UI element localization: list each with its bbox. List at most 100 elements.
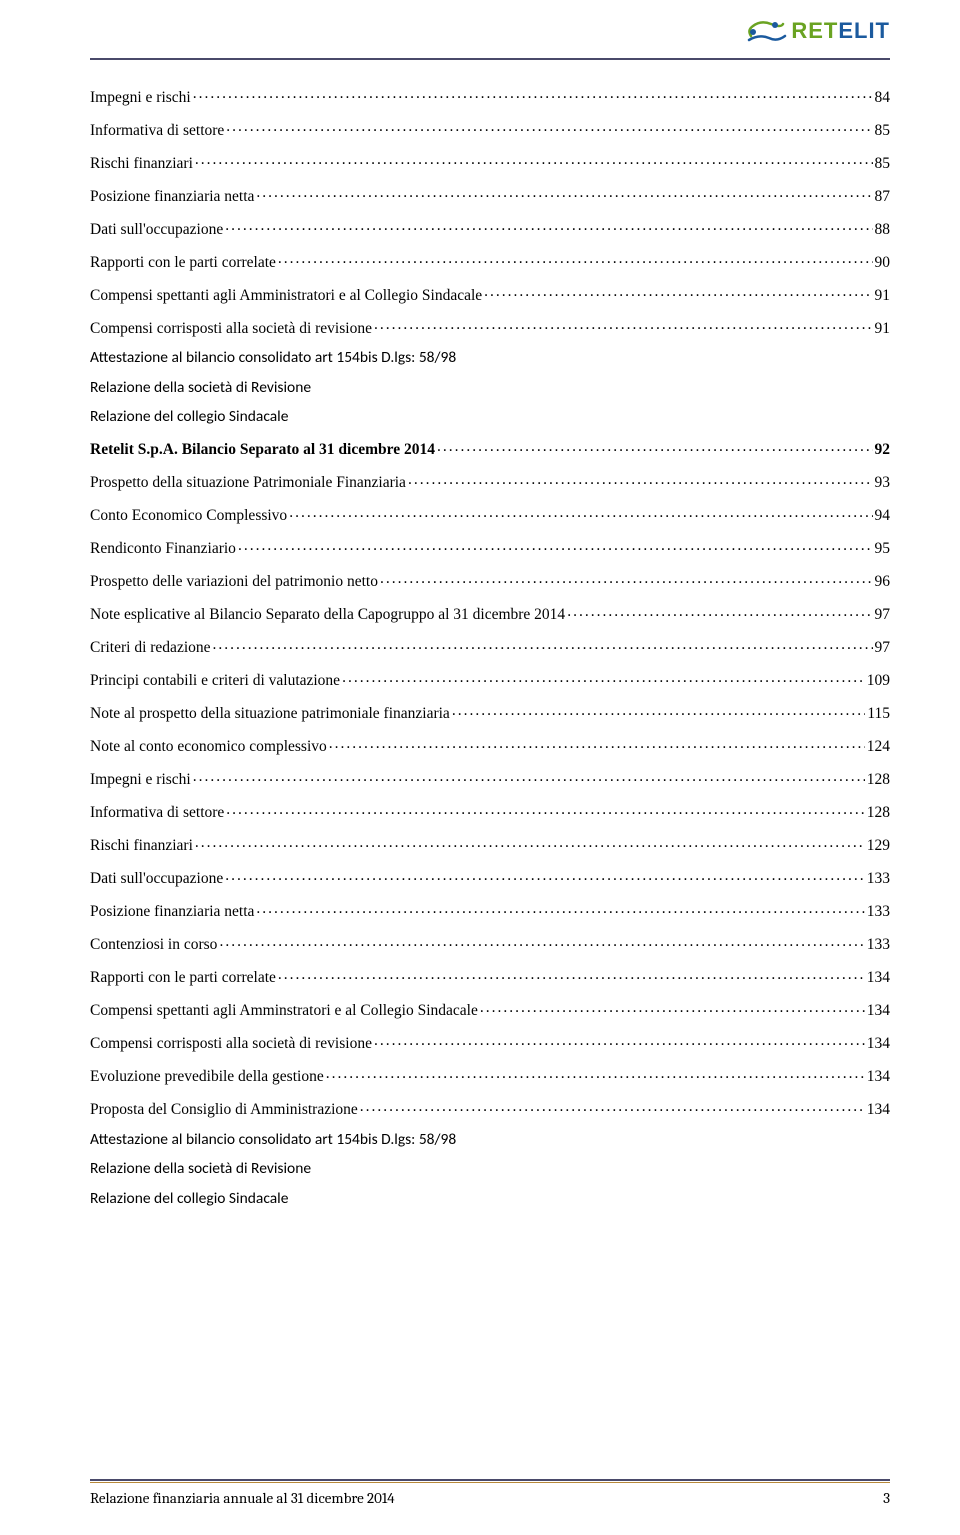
toc-leader-dots (326, 1066, 865, 1082)
toc-label: Criteri di redazione (90, 640, 211, 656)
toc-label: Proposta del Consiglio di Amministrazion… (90, 1102, 358, 1118)
toc-row: Proposta del Consiglio di Amministrazion… (90, 1099, 890, 1118)
logo-text: RETELIT (791, 18, 890, 44)
toc-label: Note al conto economico complessivo (90, 739, 327, 755)
toc-plain-row: Attestazione al bilancio consolidato art… (90, 350, 890, 366)
toc-leader-dots (226, 802, 864, 818)
toc-leader-dots (484, 284, 872, 300)
toc-label: Compensi spettanti agli Amministratori e… (90, 288, 482, 304)
toc-page-number: 85 (875, 156, 891, 172)
toc-row: Rischi finanziari 129 (90, 835, 890, 854)
footer-title: Relazione finanziaria annuale al 31 dice… (90, 1489, 395, 1507)
toc-page-number: 88 (875, 222, 891, 238)
toc-label: Rapporti con le parti correlate (90, 970, 276, 986)
toc-leader-dots (380, 571, 873, 587)
toc-page-number: 134 (867, 1036, 890, 1052)
toc-leader-dots (437, 439, 873, 455)
toc-row: Rendiconto Finanziario 95 (90, 538, 890, 557)
toc-page-number: 91 (875, 288, 891, 304)
toc-row: Compensi spettanti agli Amminstratori e … (90, 1000, 890, 1019)
toc-leader-dots (225, 218, 872, 234)
toc-row: Compensi corrisposti alla società di rev… (90, 1033, 890, 1052)
toc-page-number: 95 (875, 541, 891, 557)
toc-leader-dots (256, 185, 872, 201)
toc-row: Impegni e rischi 84 (90, 86, 890, 105)
toc-row: Note esplicative al Bilancio Separato de… (90, 604, 890, 623)
toc-row: Evoluzione prevedibile della gestione 13… (90, 1066, 890, 1085)
toc-page-number: 115 (867, 706, 890, 722)
toc-label: Compensi corrisposti alla società di rev… (90, 1036, 372, 1052)
toc-page-number: 84 (875, 90, 891, 106)
toc-page-number: 92 (875, 442, 891, 458)
toc-label: Rendiconto Finanziario (90, 541, 236, 557)
toc-row: Criteri di redazione 97 (90, 637, 890, 656)
toc-plain-row: Relazione della società di Revisione (90, 380, 890, 396)
toc-leader-dots (195, 152, 873, 168)
toc-page-number: 129 (867, 838, 890, 854)
toc-row: Conto Economico Complessivo 94 (90, 505, 890, 524)
toc-leader-dots (342, 670, 865, 686)
page-footer: Relazione finanziaria annuale al 31 dice… (90, 1479, 890, 1507)
toc-page-number: 134 (867, 1102, 890, 1118)
toc-leader-dots (193, 769, 865, 785)
toc-page-number: 134 (867, 1069, 890, 1085)
toc-row: Dati sull'occupazione 133 (90, 868, 890, 887)
toc-plain-row: Attestazione al bilancio consolidato art… (90, 1132, 890, 1148)
toc-leader-dots (278, 967, 865, 983)
toc-row: Prospetto della situazione Patrimoniale … (90, 472, 890, 491)
toc-row: Posizione finanziaria netta 87 (90, 185, 890, 204)
toc-leader-dots (408, 472, 873, 488)
toc-label: Dati sull'occupazione (90, 222, 223, 238)
footer-text-row: Relazione finanziaria annuale al 31 dice… (90, 1489, 890, 1507)
toc-row: Principi contabili e criteri di valutazi… (90, 670, 890, 689)
toc-page-number: 128 (867, 805, 890, 821)
header-divider (90, 58, 890, 60)
toc-plain-row: Relazione della società di Revisione (90, 1161, 890, 1177)
toc-page-number: 134 (867, 970, 890, 986)
toc-page-number: 128 (867, 772, 890, 788)
footer-page-number: 3 (883, 1489, 890, 1507)
toc-leader-dots (278, 251, 873, 267)
toc-row: Impegni e rischi 128 (90, 769, 890, 788)
toc-row: Compensi spettanti agli Amministratori e… (90, 284, 890, 303)
toc-label: Prospetto delle variazioni del patrimoni… (90, 574, 378, 590)
toc-leader-dots (195, 835, 865, 851)
toc-row: Contenziosi in corso 133 (90, 934, 890, 953)
toc-page-number: 133 (867, 904, 890, 920)
toc-label: Posizione finanziaria netta (90, 904, 254, 920)
toc-row: Retelit S.p.A. Bilancio Separato al 31 d… (90, 439, 890, 458)
toc-row: Posizione finanziaria netta 133 (90, 901, 890, 920)
toc-page-number: 133 (867, 871, 890, 887)
toc-row: Rapporti con le parti correlate 90 (90, 251, 890, 270)
toc-label: Posizione finanziaria netta (90, 189, 254, 205)
toc-plain-row: Relazione del collegio Sindacale (90, 1191, 890, 1207)
toc-row: Rischi finanziari 85 (90, 152, 890, 171)
toc-leader-dots (374, 317, 873, 333)
toc-label: Informativa di settore (90, 805, 224, 821)
toc-page-number: 134 (867, 1003, 890, 1019)
document-page: RETELIT Impegni e rischi 84 Informativa d… (0, 0, 960, 1535)
toc-leader-dots (213, 637, 873, 653)
toc-label: Impegni e rischi (90, 772, 191, 788)
toc-leader-dots (219, 934, 864, 950)
toc-label: Dati sull'occupazione (90, 871, 223, 887)
toc-page-number: 87 (875, 189, 891, 205)
toc-label: Informativa di settore (90, 123, 224, 139)
toc-leader-dots (329, 736, 865, 752)
toc-label: Rapporti con le parti correlate (90, 255, 276, 271)
toc-label: Retelit S.p.A. Bilancio Separato al 31 d… (90, 442, 435, 458)
toc-label: Conto Economico Complessivo (90, 508, 287, 524)
toc-row: Compensi corrisposti alla società di rev… (90, 317, 890, 336)
toc-row: Prospetto delle variazioni del patrimoni… (90, 571, 890, 590)
toc-page-number: 91 (875, 321, 891, 337)
company-logo: RETELIT (745, 18, 890, 44)
toc-label: Compensi spettanti agli Amminstratori e … (90, 1003, 478, 1019)
toc-page-number: 94 (875, 508, 891, 524)
toc-label: Rischi finanziari (90, 156, 193, 172)
toc-row: Rapporti con le parti correlate 134 (90, 967, 890, 986)
toc-page-number: 97 (875, 607, 891, 623)
footer-rule-top (90, 1479, 890, 1481)
toc-leader-dots (193, 86, 873, 102)
toc-page-number: 96 (875, 574, 891, 590)
toc-label: Contenziosi in corso (90, 937, 217, 953)
